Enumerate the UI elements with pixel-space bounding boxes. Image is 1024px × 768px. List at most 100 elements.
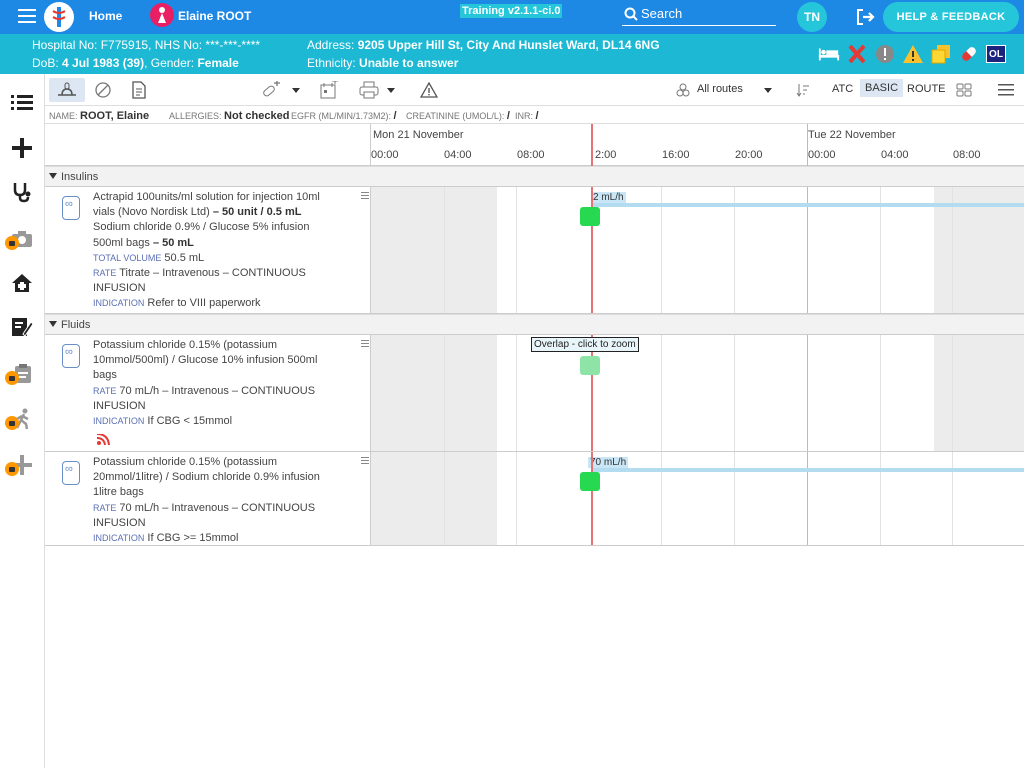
ol-badge[interactable]: OL	[986, 45, 1006, 63]
drug-text: vials (Novo Nordisk Ltd)	[93, 206, 213, 219]
infusion-rate-bar[interactable]	[591, 203, 1024, 207]
collapse-arrow-icon[interactable]	[49, 321, 57, 327]
patient-name-header[interactable]: Elaine ROOT	[178, 9, 252, 23]
user-avatar[interactable]: TN	[797, 2, 827, 32]
home-plus-icon[interactable]	[9, 270, 35, 296]
night-band	[934, 187, 1024, 313]
pill-icon[interactable]	[958, 43, 980, 65]
allergies-field[interactable]: ALLERGIES: Not checked	[169, 110, 289, 122]
medication-row[interactable]: Actrapid 100units/ml solution for inject…	[45, 187, 1024, 314]
logo-icon[interactable]	[44, 2, 74, 32]
grid-line	[516, 335, 517, 451]
overlap-zoom-tooltip[interactable]: Overlap - click to zoom	[531, 337, 639, 352]
row-menu-icon[interactable]	[361, 457, 369, 465]
routes-select[interactable]: All routes	[697, 83, 743, 95]
sign-icon[interactable]	[9, 314, 35, 340]
view-route-tab[interactable]: ROUTE	[907, 83, 946, 95]
top-navigation-bar: Home Elaine ROOT Training v2.1.1-ci.0 Se…	[0, 0, 1024, 34]
address: Address: 9205 Upper Hill St, City And Hu…	[307, 38, 660, 52]
drug-details[interactable]: Actrapid 100units/ml solution for inject…	[45, 187, 371, 313]
drug-details[interactable]: Potassium chloride 0.15% (potassium 20mm…	[45, 452, 371, 545]
lock-icon	[5, 416, 19, 430]
search-field[interactable]: Search	[622, 4, 776, 26]
drug-line: 1litre bags	[93, 486, 144, 499]
indication-value: If CBG >= 15mmol	[144, 532, 239, 545]
hour-label: 04:00	[881, 149, 909, 161]
egfr-value: /	[393, 110, 397, 122]
sort-icon[interactable]	[795, 80, 811, 100]
grid-line	[661, 452, 662, 545]
grid-line	[661, 187, 662, 313]
drug-line: bags	[93, 369, 117, 382]
drug-line: Actrapid 100units/ml solution for inject…	[93, 191, 320, 203]
section-fluids[interactable]: Fluids	[45, 314, 1024, 335]
add-medication-icon[interactable]	[259, 80, 281, 100]
home-link[interactable]: Home	[89, 9, 123, 23]
logout-icon[interactable]	[856, 8, 876, 26]
grid-line	[734, 335, 735, 451]
row-timeline[interactable]: 70 mL/h	[371, 452, 1024, 545]
view-atc-tab[interactable]: ATC	[832, 83, 854, 95]
hand-medication-icon[interactable]	[49, 78, 85, 102]
alert-circle-icon[interactable]	[874, 43, 896, 65]
help-feedback-button[interactable]: HELP & FEEDBACK	[883, 2, 1019, 32]
current-time-line	[591, 335, 593, 451]
walk-icon[interactable]	[5, 406, 35, 432]
clipboard-icon[interactable]	[5, 361, 35, 387]
red-x-icon[interactable]	[846, 43, 868, 65]
infusion-rate-bar[interactable]	[591, 468, 1024, 472]
address-label: Address:	[307, 38, 358, 52]
drug-line: 500ml bags – 50 mL	[93, 236, 341, 251]
feed-icon[interactable]	[96, 433, 110, 446]
chevron-down-icon[interactable]	[291, 80, 301, 100]
inr-key: INR:	[515, 111, 533, 121]
hour-label: 2:00	[595, 149, 617, 161]
left-sidebar	[0, 74, 45, 768]
row-menu-icon[interactable]	[361, 192, 369, 200]
indication-key: INDICATION	[93, 416, 145, 427]
layout-icon[interactable]	[955, 80, 973, 100]
row-timeline[interactable]: Overlap - click to zoom	[371, 335, 1024, 451]
current-time-line	[591, 124, 593, 166]
notes-icon[interactable]	[930, 43, 952, 65]
row-timeline[interactable]: 2 mL/h	[371, 187, 1024, 313]
list-icon[interactable]	[9, 90, 35, 116]
add-icon[interactable]	[5, 452, 35, 478]
print-icon[interactable]	[358, 80, 380, 100]
camera-icon[interactable]	[5, 226, 35, 252]
administration-marker[interactable]	[580, 207, 600, 226]
section-insulins[interactable]: Insulins	[45, 166, 1024, 187]
rate-key: RATE	[93, 385, 117, 396]
pill-outline-icon[interactable]	[93, 80, 113, 100]
more-menu-icon[interactable]	[997, 80, 1015, 100]
hospital-number: Hospital No: F775915, NHS No: ***-***-**…	[32, 38, 261, 52]
calendar-plus-icon[interactable]	[319, 80, 339, 100]
grid-line	[952, 335, 953, 451]
bed-icon[interactable]	[818, 43, 840, 65]
administration-marker-overlap[interactable]	[580, 356, 600, 375]
document-icon[interactable]	[131, 80, 147, 100]
drug-details[interactable]: Potassium chloride 0.15% (potassium 10mm…	[45, 335, 371, 451]
chevron-down-icon[interactable]	[763, 80, 773, 100]
ethnicity-label: Ethnicity:	[307, 56, 360, 70]
administration-marker[interactable]	[580, 472, 600, 491]
warning-outline-icon[interactable]	[419, 80, 439, 100]
routes-icon[interactable]	[675, 80, 691, 100]
indication-value: If CBG < 15mmol	[144, 415, 233, 428]
hour-label: 16:00	[662, 149, 690, 161]
creatinine-field: CREATININE (UMOL/L): /	[406, 110, 510, 122]
plus-icon[interactable]	[9, 135, 35, 161]
menu-icon[interactable]	[18, 9, 36, 25]
medication-row[interactable]: Potassium chloride 0.15% (potassium 10mm…	[45, 335, 1024, 452]
rate-value-cont: INFUSION	[93, 399, 146, 412]
indication-line: INDICATION Refer to VIII paperwork	[93, 296, 341, 311]
collapse-arrow-icon[interactable]	[49, 173, 57, 179]
view-basic-tab[interactable]: BASIC	[860, 79, 904, 97]
warning-icon[interactable]	[902, 43, 924, 65]
inr-value: /	[535, 110, 539, 122]
row-menu-icon[interactable]	[361, 340, 369, 348]
chevron-down-icon[interactable]	[386, 80, 396, 100]
stethoscope-icon[interactable]	[9, 179, 35, 205]
grid-line	[880, 335, 881, 451]
medication-row[interactable]: Potassium chloride 0.15% (potassium 20mm…	[45, 452, 1024, 546]
